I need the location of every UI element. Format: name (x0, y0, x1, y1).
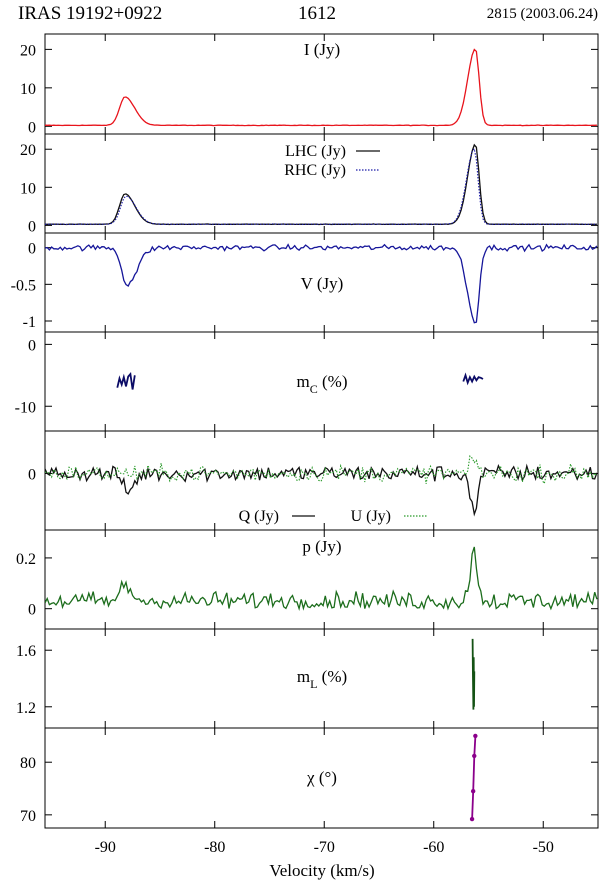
panel-V: 0 -0.5 -1 V (Jy) (11, 232, 599, 333)
y-tick-label: 0 (28, 119, 36, 136)
series-line (116, 372, 136, 390)
legend-label: LHC (Jy) (285, 143, 346, 160)
legend-label: U (Jy) (351, 508, 391, 525)
panel-label: χ (°) (306, 768, 337, 787)
source-title: IRAS 19192+0922 (18, 3, 163, 24)
y-tick-label: -0.5 (11, 277, 36, 294)
panel-mC: 0 -10 mC (%) (15, 331, 599, 432)
y-tick-label: 10 (20, 180, 36, 197)
header: IRAS 19192+0922 1612 2815 (2003.06.24) (0, 0, 600, 30)
data-point (473, 733, 478, 739)
series-line (462, 372, 484, 386)
x-tick-label: -70 (314, 839, 335, 856)
y-tick-label: 0 (28, 602, 36, 619)
x-tick-label: -90 (95, 839, 116, 856)
y-tick-label: 70 (20, 808, 36, 825)
y-tick-label: -10 (15, 399, 36, 416)
y-tick-label: 20 (20, 42, 36, 59)
panel-frame (44, 727, 599, 829)
panel-label: mC (%) (297, 372, 348, 396)
y-tick-label: 80 (20, 755, 36, 772)
panel-LHC_RHC: 0 10 20 LHC (Jy) RHC (Jy) (20, 133, 599, 235)
legend-label: Q (Jy) (239, 508, 279, 525)
series-line (45, 454, 598, 485)
panel-p: 0 0.2 p (Jy) (16, 529, 599, 630)
y-tick-label: 1.6 (16, 643, 36, 660)
panel-QU: 0 Q (Jy) U (Jy) (28, 430, 599, 531)
data-point (472, 753, 477, 759)
x-tick-label: -50 (533, 839, 554, 856)
series-line (45, 463, 598, 517)
panel-label: p (Jy) (302, 537, 341, 556)
frequency-label: 1612 (298, 3, 336, 24)
y-tick-label: 0 (28, 337, 36, 354)
y-tick-label: 0.2 (16, 551, 36, 568)
series-line (471, 638, 476, 710)
series-line (471, 735, 477, 820)
series-line (45, 48, 597, 127)
panel-chi: 70 80 χ (°) (20, 727, 599, 829)
y-tick-label: 0 (28, 466, 36, 483)
panel-label: mL (%) (297, 667, 347, 691)
y-tick-label: 20 (20, 142, 36, 159)
observation-label: 2815 (2003.06.24) (486, 6, 598, 22)
data-point (470, 788, 476, 794)
x-tick-label: -80 (204, 839, 225, 856)
series-line (45, 147, 597, 226)
panel-mL: 1.2 1.6 mL (%) (16, 628, 599, 729)
x-tick-label: -60 (423, 839, 444, 856)
series-line (45, 546, 598, 612)
x-axis-label: Velocity (km/s) (269, 861, 374, 880)
data-point (469, 816, 475, 822)
y-tick-label: 1.2 (16, 700, 36, 717)
y-tick-label: -1 (23, 314, 36, 331)
y-tick-label: 0 (28, 241, 36, 258)
legend-label: RHC (Jy) (284, 162, 346, 179)
y-tick-label: 10 (20, 81, 36, 98)
panel-I: 0 10 20 I (Jy) (20, 33, 599, 136)
panel-label: V (Jy) (301, 274, 344, 293)
series-line (45, 243, 598, 324)
y-tick-label: 0 (28, 218, 36, 235)
panel-label: I (Jy) (304, 40, 340, 59)
